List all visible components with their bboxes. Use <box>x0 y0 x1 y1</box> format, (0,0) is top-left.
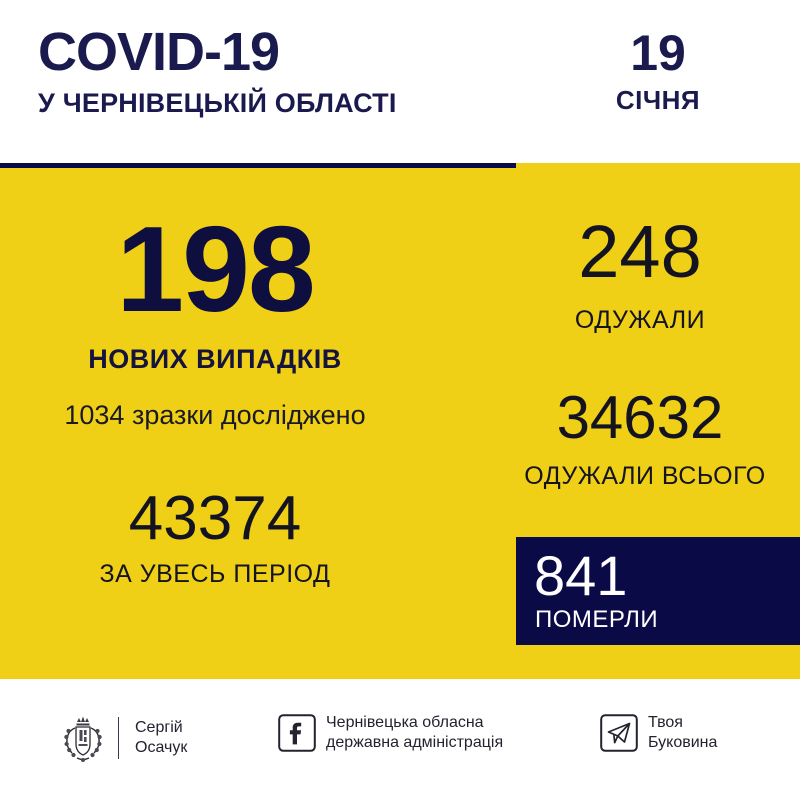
footer-divider <box>118 717 119 759</box>
footer: Сергій Осачук Чернівецька обласна держав… <box>0 679 800 800</box>
footer-item-telegram[interactable]: Твоя Буковина <box>600 713 717 753</box>
header-yellow-notch <box>516 163 800 169</box>
recovered-label: ОДУЖАЛИ <box>574 306 706 334</box>
coat-of-arms-icon <box>60 713 106 763</box>
header-title-block: COVID-19 У ЧЕРНІВЕЦЬКІЙ ОБЛАСТІ <box>38 24 498 118</box>
telegram-icon[interactable] <box>600 714 638 752</box>
deaths-label: ПОМЕРЛИ <box>535 606 659 633</box>
total-period-value: 43374 <box>128 484 302 553</box>
deaths-value: 841 <box>534 544 628 607</box>
governor-name-line2: Осачук <box>135 739 188 756</box>
header: COVID-19 У ЧЕРНІВЕЦЬКІЙ ОБЛАСТІ 19 СІЧНЯ <box>0 0 800 164</box>
total-period-label: ЗА УВЕСЬ ПЕРІОД <box>99 560 331 588</box>
header-divider-rule <box>0 163 516 168</box>
footer-item-governor: Сергій Осачук <box>60 713 187 763</box>
stats-column-right: 248 ОДУЖАЛИ 34632 ОДУЖАЛИ ВСЬОГО <box>500 168 800 679</box>
facebook-label-line1: Чернівецька обласна <box>326 714 484 731</box>
samples-tested-text: 1034 зразки досліджено <box>64 400 366 430</box>
footer-item-facebook[interactable]: Чернівецька обласна державна адміністрац… <box>278 713 503 753</box>
recovered-total-value: 34632 <box>556 384 724 451</box>
telegram-label: Твоя Буковина <box>648 713 717 753</box>
telegram-label-line2: Буковина <box>648 734 718 751</box>
date-month: СІЧНЯ <box>615 85 701 115</box>
facebook-icon[interactable] <box>278 714 316 752</box>
stats-column-left: 198 НОВИХ ВИПАДКІВ 1034 зразки досліджен… <box>0 168 500 679</box>
facebook-label: Чернівецька обласна державна адміністрац… <box>326 713 503 753</box>
facebook-label-line2: державна адміністрація <box>326 734 504 751</box>
deaths-panel: 841 ПОМЕРЛИ <box>516 537 800 645</box>
header-date-block: 19 СІЧНЯ <box>516 26 800 114</box>
recovered-total-label: ОДУЖАЛИ ВСЬОГО <box>524 462 766 490</box>
page-title: COVID-19 <box>38 22 280 82</box>
date-day: 19 <box>630 25 686 81</box>
page-subtitle: У ЧЕРНІВЕЦЬКІЙ ОБЛАСТІ <box>38 88 397 118</box>
governor-name: Сергій Осачук <box>135 718 187 758</box>
governor-name-line1: Сергій <box>135 719 183 736</box>
recovered-value: 248 <box>578 210 702 293</box>
new-cases-value: 198 <box>116 201 316 337</box>
telegram-label-line1: Твоя <box>648 714 683 731</box>
new-cases-label: НОВИХ ВИПАДКІВ <box>88 344 342 374</box>
